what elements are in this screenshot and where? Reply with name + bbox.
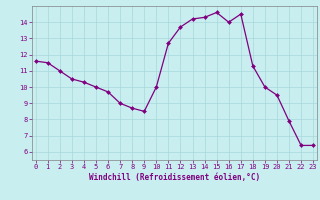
X-axis label: Windchill (Refroidissement éolien,°C): Windchill (Refroidissement éolien,°C) [89, 173, 260, 182]
